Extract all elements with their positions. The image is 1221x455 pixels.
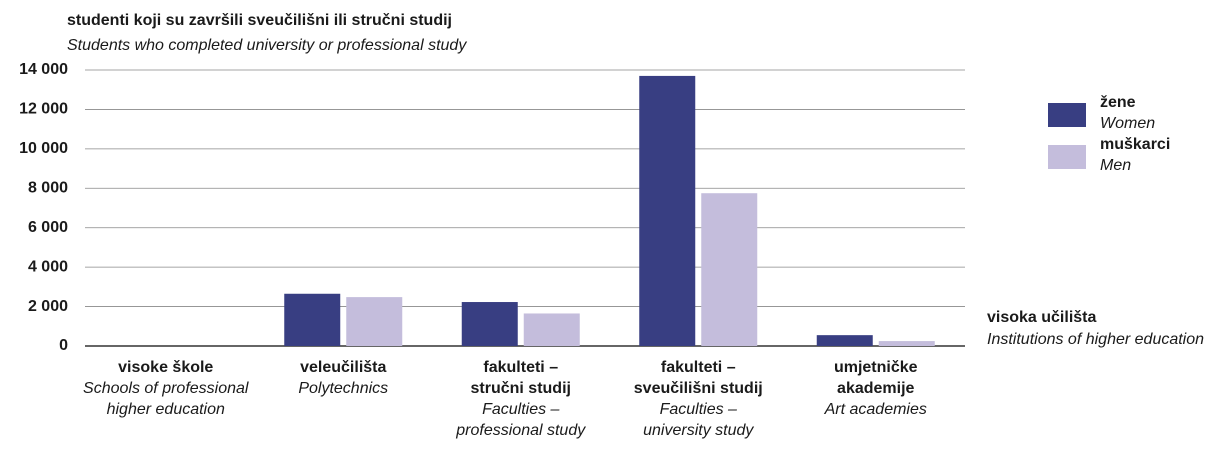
x-tick-label: veleučilišta — [300, 359, 386, 376]
bar — [816, 335, 873, 346]
x-tick-label-en: higher education — [107, 401, 225, 418]
bar — [346, 297, 403, 346]
legend-label: žene — [1100, 94, 1136, 111]
x-tick-label: sveučilišni studij — [634, 380, 763, 397]
x-tick-label-en: professional study — [455, 422, 586, 439]
bar — [878, 341, 935, 346]
x-tick-label: akademije — [837, 380, 914, 397]
x-tick-label-en: university study — [643, 422, 754, 439]
legend-swatch — [1048, 145, 1086, 169]
y-tick-label: 14 000 — [19, 61, 68, 78]
x-tick-label-en: Faculties – — [482, 401, 559, 418]
x-tick-label: fakulteti – — [483, 359, 558, 376]
y-tick-label: 10 000 — [19, 140, 68, 157]
y-tick-label: 8 000 — [28, 180, 68, 197]
x-axis-title-en: Institutions of higher education — [987, 331, 1204, 348]
bar — [523, 313, 580, 346]
y-tick-label: 6 000 — [28, 219, 68, 236]
legend-label: muškarci — [1100, 136, 1170, 153]
x-tick-label-en: Schools of professional — [83, 380, 249, 397]
y-tick-label: 4 000 — [28, 258, 68, 275]
legend-label-en: Women — [1100, 115, 1155, 132]
y-tick-label: 12 000 — [19, 101, 68, 118]
x-tick-label: umjetničke — [834, 359, 918, 376]
chart-subtitle: Students who completed university or pro… — [67, 37, 467, 54]
x-tick-label-en: Polytechnics — [298, 380, 388, 397]
legend-swatch — [1048, 103, 1086, 127]
x-tick-label-en: Faculties – — [660, 401, 737, 418]
x-tick-label-en: Art academies — [824, 401, 927, 418]
y-tick-label: 2 000 — [28, 298, 68, 315]
x-tick-label: fakulteti – — [661, 359, 736, 376]
bar — [639, 75, 696, 347]
y-tick-label: 0 — [59, 337, 68, 354]
x-tick-label: stručni studij — [471, 380, 571, 397]
x-tick-label: visoke škole — [118, 359, 213, 376]
bar — [284, 293, 341, 346]
x-axis-title: visoka učilišta — [987, 309, 1096, 326]
bar — [461, 302, 518, 346]
chart-title: studenti koji su završili sveučilišni il… — [67, 12, 452, 29]
bar — [701, 193, 758, 346]
legend-label-en: Men — [1100, 157, 1131, 174]
